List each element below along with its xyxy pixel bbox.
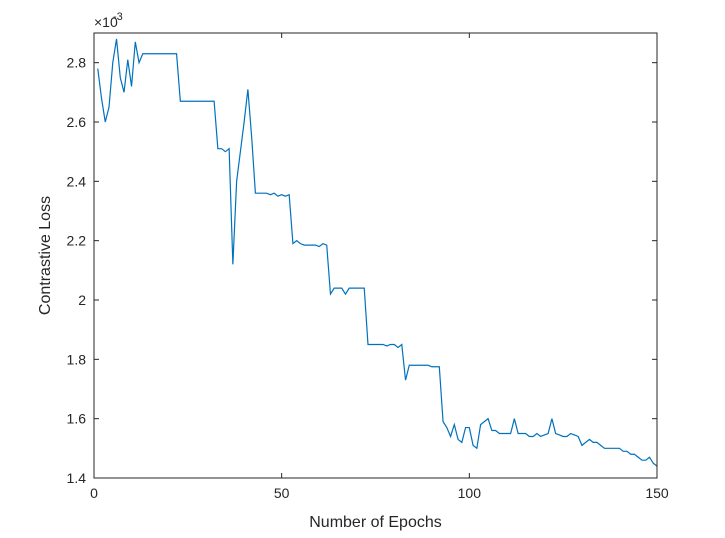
series-line [97,38,658,467]
y-axis-title: Contrastive Loss [37,196,54,315]
y-exponent-power: -3 [113,11,123,23]
x-tick-label: 50 [274,485,290,501]
y-tick-label: 2.8 [67,55,87,71]
x-tick-label: 150 [645,485,669,501]
y-tick-label: 2.4 [67,173,87,189]
y-tick-label: 2 [78,292,86,308]
y-tick-label: 1.8 [67,351,87,367]
y-exponent-label: ×10 [94,14,118,30]
x-tick-label: 100 [458,485,482,501]
x-tick-label: 0 [90,485,98,501]
y-tick-label: 1.6 [67,411,87,427]
y-tick-label: 2.6 [67,114,87,130]
y-tick-label: 2.2 [67,233,87,249]
axis-ticks: 0 50 100 150 1.4 1.6 1.8 2 2.2 2.4 2.6 2.8 [67,33,669,501]
y-tick-label: 1.4 [67,470,87,486]
x-axis-title: Number of Epochs [309,514,442,531]
plot-frame [93,32,658,479]
